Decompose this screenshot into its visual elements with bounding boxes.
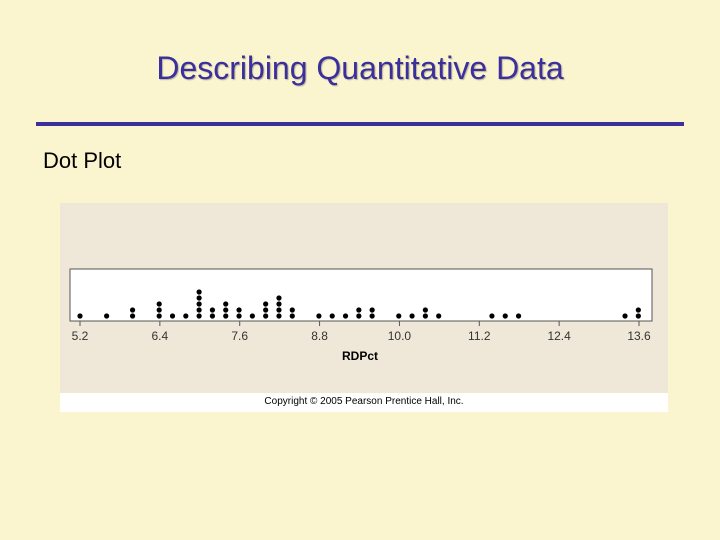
data-dot — [196, 313, 202, 319]
data-dot — [409, 313, 415, 319]
x-axis-label: RDPct — [342, 349, 378, 363]
data-dot — [396, 313, 402, 319]
data-dot — [316, 313, 322, 319]
data-dot — [236, 307, 242, 313]
data-dot — [369, 313, 375, 319]
data-dot — [196, 301, 202, 307]
data-dot — [77, 313, 83, 319]
data-dot — [369, 307, 375, 313]
data-dot — [276, 295, 282, 301]
data-dot — [342, 313, 349, 319]
data-dot — [156, 307, 162, 313]
data-dot — [622, 313, 628, 319]
x-tick-label: 13.6 — [627, 329, 651, 343]
data-dot — [236, 313, 242, 319]
data-dot — [263, 313, 269, 319]
data-dot — [209, 307, 216, 313]
data-dot — [223, 307, 229, 313]
data-dot — [276, 301, 282, 307]
data-dot — [422, 313, 428, 319]
data-dot — [249, 313, 255, 319]
plot-frame — [69, 268, 653, 322]
data-dot — [356, 307, 362, 313]
data-dot — [635, 313, 641, 319]
x-tick-label: 6.4 — [152, 329, 169, 343]
data-dot — [489, 313, 495, 319]
data-dot — [276, 313, 282, 319]
x-tick-label: 8.8 — [311, 329, 328, 343]
data-dot — [169, 313, 176, 319]
data-dot — [156, 301, 162, 307]
data-dot — [289, 313, 295, 319]
x-tick-label: 5.2 — [72, 329, 89, 343]
slide-title: Describing Quantitative Data — [156, 50, 564, 86]
x-tick-label: 7.6 — [231, 329, 248, 343]
data-dot — [196, 289, 202, 295]
data-dot — [129, 307, 136, 313]
x-tick-label: 10.0 — [388, 329, 412, 343]
data-dot — [263, 307, 269, 313]
data-dot — [276, 307, 282, 313]
title-divider — [36, 122, 684, 126]
data-dot — [129, 313, 136, 319]
data-dot — [502, 313, 508, 319]
data-dot — [329, 313, 335, 319]
subheading: Dot Plot — [43, 148, 122, 173]
data-dot — [196, 307, 202, 313]
data-dot — [263, 301, 269, 307]
copyright-notice: Copyright © 2005 Pearson Prentice Hall, … — [264, 396, 464, 407]
data-dot — [422, 307, 428, 313]
data-dot — [223, 313, 229, 319]
data-dot — [104, 313, 110, 319]
data-dot — [196, 295, 202, 301]
data-dot — [183, 313, 189, 319]
data-dot — [436, 313, 442, 319]
x-tick-label: 11.2 — [468, 329, 491, 343]
data-dot — [635, 307, 641, 313]
dot-plot-figure: 5.2 6.4 7.6 8.8 10.0 11.2 12.4 13.6 RDPct Copyr… — [60, 203, 668, 412]
data-dot — [223, 301, 229, 307]
data-dot — [209, 313, 216, 319]
data-dot — [356, 313, 362, 319]
x-tick-label: 12.4 — [547, 329, 571, 343]
data-dot — [289, 307, 295, 313]
data-dot — [515, 313, 522, 319]
dot-plot: 5.2 6.4 7.6 8.8 10.0 11.2 12.4 13.6 RDPct — [60, 203, 668, 393]
data-dot — [156, 313, 162, 319]
